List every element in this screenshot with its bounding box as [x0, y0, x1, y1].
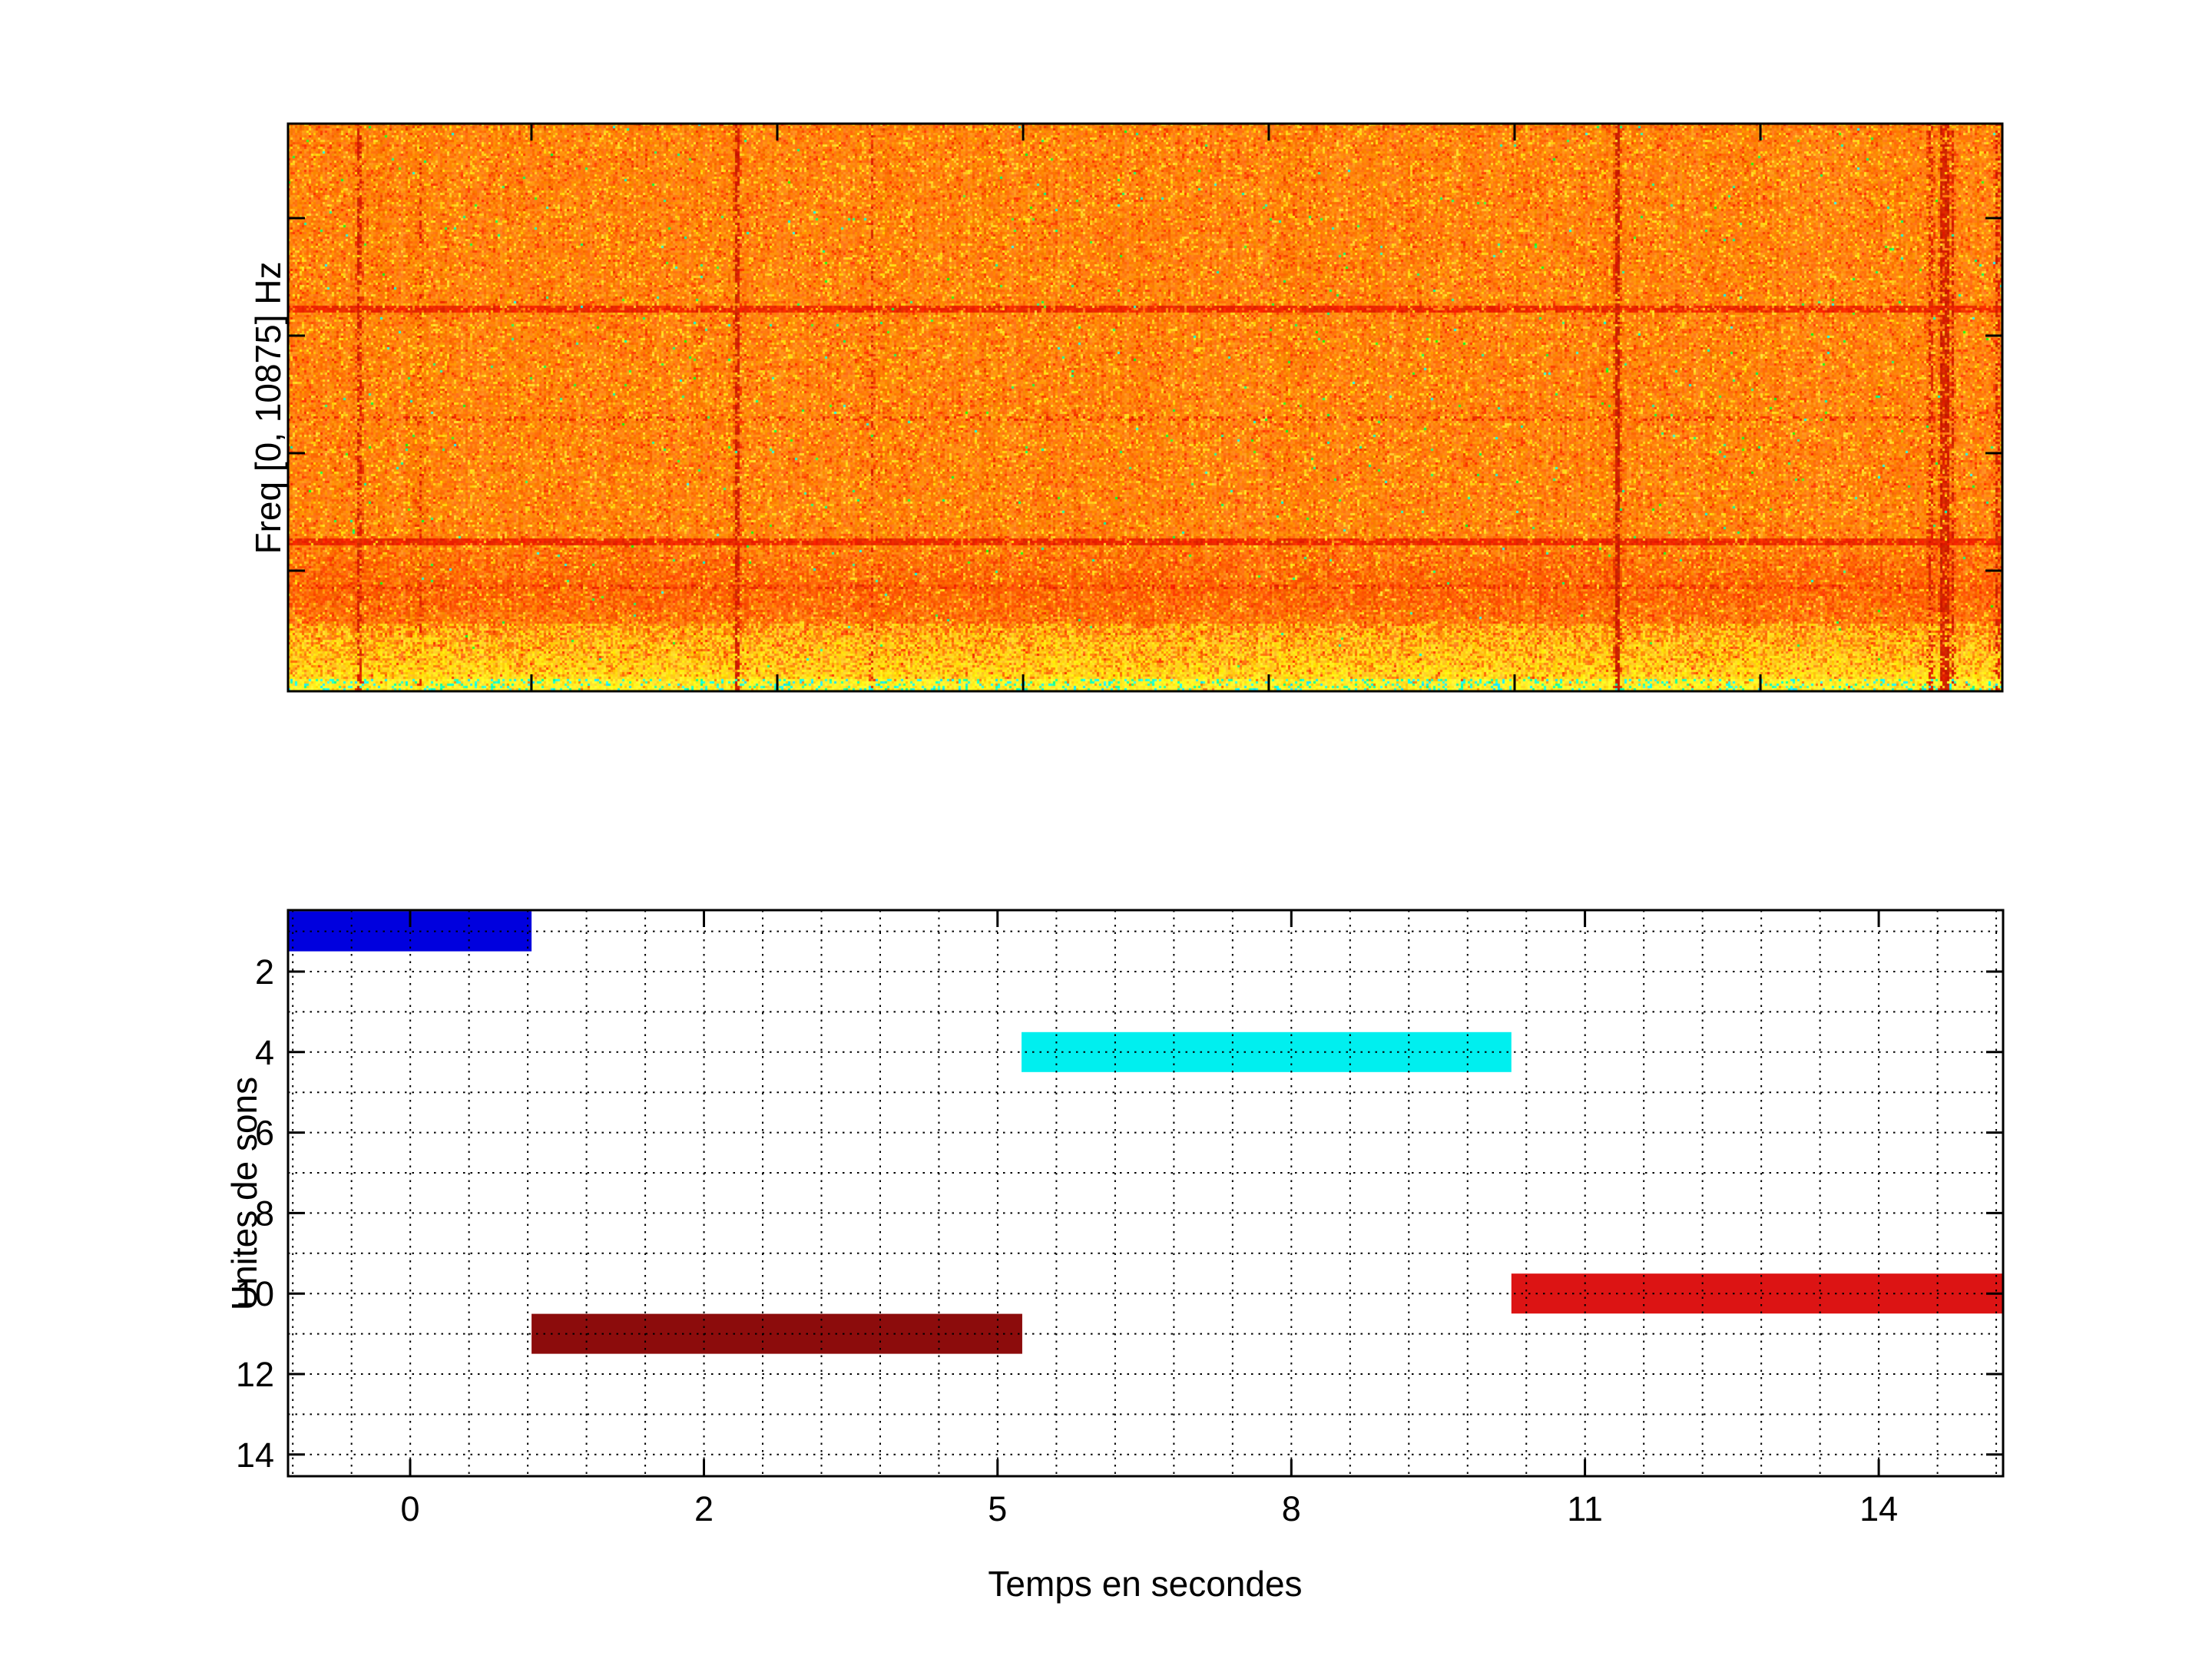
y-tick-label: 6 — [255, 1114, 274, 1153]
x-tick-label: 2 — [694, 1489, 714, 1528]
gantt-ylabel: Unites de sons — [224, 1076, 264, 1311]
x-tick-label: 8 — [1282, 1489, 1301, 1528]
sound-unit-bar-10 — [1511, 1273, 2003, 1314]
y-tick-label: 4 — [255, 1033, 274, 1072]
x-tick-label: 14 — [1859, 1489, 1898, 1528]
y-tick-label: 10 — [236, 1274, 274, 1313]
spectrogram-axes-box — [286, 122, 2004, 693]
x-tick-label: 11 — [1567, 1489, 1603, 1528]
gantt-xlabel: Temps en secondes — [988, 1564, 1303, 1604]
y-tick-label: 8 — [255, 1194, 274, 1233]
spectrogram-ylabel: Freq [0, 10875] Hz — [248, 261, 288, 555]
spectrogram-image — [288, 124, 2002, 691]
x-tick-label: 0 — [400, 1489, 419, 1528]
y-tick-label: 2 — [255, 952, 274, 992]
y-tick-label: 12 — [236, 1355, 274, 1394]
y-tick-label: 14 — [236, 1435, 274, 1475]
x-tick-label: 5 — [988, 1489, 1007, 1528]
gantt-axes-box — [286, 909, 2005, 1478]
